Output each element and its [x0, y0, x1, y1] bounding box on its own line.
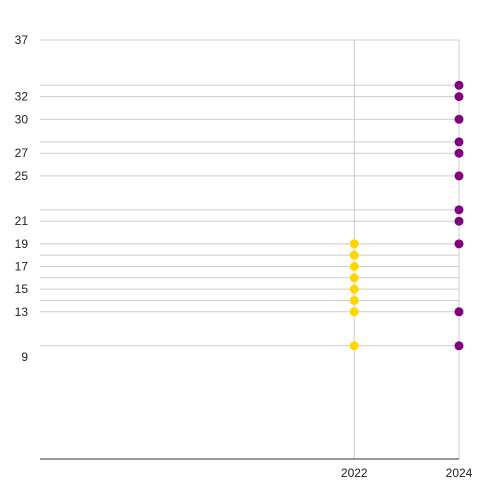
y-tick-label: 9: [21, 350, 28, 364]
y-tick-label: 19: [15, 237, 29, 251]
data-point-series-1-27: [454, 148, 464, 158]
data-point-series-0-16: [349, 273, 359, 283]
data-point-series-1-28: [454, 137, 464, 147]
y-tick-label: 32: [15, 90, 29, 104]
x-tick-label: 2022: [341, 466, 368, 480]
point-layer: [349, 80, 464, 351]
data-point-series-1-30: [454, 114, 464, 124]
data-point-series-1-25: [454, 171, 464, 181]
y-tick-label: 15: [15, 282, 29, 296]
data-point-series-1-21: [454, 216, 464, 226]
data-point-series-0-15: [349, 284, 359, 294]
data-point-series-1-10: [454, 341, 464, 351]
grid-layer: [40, 39, 460, 459]
data-point-series-0-17: [349, 261, 359, 271]
data-point-series-1-33: [454, 80, 464, 90]
tick-label-layer: 9 13 15 17 19 21 25 27 30 32 37 2022 2024: [15, 33, 473, 480]
data-point-series-0-10: [349, 341, 359, 351]
y-tick-label: 37: [15, 33, 29, 47]
y-tick-label: 13: [15, 305, 29, 319]
x-tick-label: 2024: [446, 466, 473, 480]
data-point-series-0-19: [349, 239, 359, 249]
data-point-series-0-14: [349, 295, 359, 305]
data-point-series-0-13: [349, 307, 359, 317]
data-point-series-0-18: [349, 250, 359, 260]
y-tick-label: 27: [15, 146, 29, 160]
y-tick-label: 30: [15, 112, 29, 126]
data-point-series-1-22: [454, 205, 464, 215]
data-point-series-1-19: [454, 239, 464, 249]
data-point-series-1-32: [454, 92, 464, 102]
y-tick-label: 17: [15, 259, 29, 273]
y-tick-label: 21: [15, 214, 29, 228]
y-tick-label: 25: [15, 169, 29, 183]
data-point-series-1-13: [454, 307, 464, 317]
